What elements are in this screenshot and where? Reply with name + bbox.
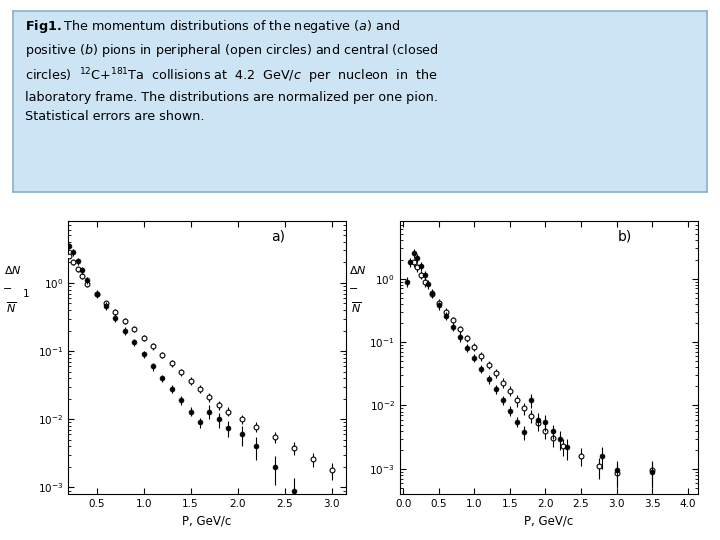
Text: b): b) [618,230,632,244]
Text: $-$: $-$ [2,282,12,292]
X-axis label: P, GeV/c: P, GeV/c [182,515,232,528]
X-axis label: P, GeV/c: P, GeV/c [524,515,574,528]
Text: $\overline{N}$: $\overline{N}$ [6,300,17,315]
Text: $\mathbf{Fig1.}$The momentum distributions of the negative ($\mathit{a}$) and
po: $\mathbf{Fig1.}$The momentum distributio… [25,18,439,123]
Text: 1: 1 [23,289,30,299]
Text: $\mathit{\Delta N}$: $\mathit{\Delta N}$ [4,264,22,276]
Text: $\overline{N}$: $\overline{N}$ [351,300,361,315]
Text: $\mathit{\Delta N}$: $\mathit{\Delta N}$ [349,264,366,276]
Text: $-$: $-$ [348,282,359,292]
Text: a): a) [271,230,284,244]
